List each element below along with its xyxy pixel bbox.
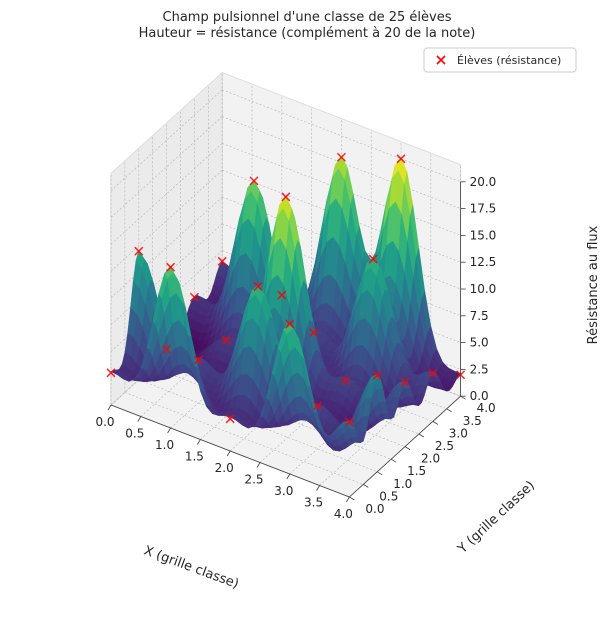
z-tick-label: 10.0	[470, 282, 497, 296]
x-tick-label: 4.0	[334, 507, 353, 521]
y-tick-mark	[405, 447, 410, 450]
y-tick-label: 2.0	[421, 452, 440, 466]
x-tick-mark	[197, 440, 200, 445]
y-tick-mark	[349, 497, 354, 500]
x-tick-label: 2.0	[215, 461, 234, 475]
x-tick-label: 3.5	[304, 496, 323, 510]
y-tick-label: 1.0	[393, 477, 412, 491]
z-tick-label: 7.5	[470, 309, 489, 323]
x-tick-mark	[317, 486, 320, 491]
x-tick-mark	[168, 428, 171, 433]
z-tick-label: 17.5	[470, 202, 497, 216]
y-tick-mark	[391, 459, 396, 462]
y-tick-mark	[377, 472, 382, 475]
x-tick-label: 1.5	[185, 450, 204, 464]
z-tick-label: 20.0	[470, 175, 497, 189]
y-tick-mark	[363, 484, 368, 487]
x-tick-label: 2.5	[244, 473, 263, 487]
y-tick-label: 2.5	[435, 439, 454, 453]
chart-title-line1: Champ pulsionnel d'une classe de 25 élèv…	[163, 10, 452, 25]
legend-label: Élèves (résistance)	[457, 54, 561, 67]
x-tick-label: 0.0	[95, 415, 114, 429]
x-tick-label: 1.0	[155, 438, 174, 452]
x-tick-label: 0.5	[125, 427, 144, 441]
y-tick-mark	[433, 421, 438, 424]
y-tick-label: 3.0	[449, 426, 468, 440]
x-tick-label: 3.0	[274, 484, 293, 498]
y-tick-mark	[419, 434, 424, 437]
z-tick-label: 12.5	[470, 255, 497, 269]
x-tick-mark	[257, 463, 260, 468]
y-tick-label: 0.0	[365, 502, 384, 516]
y-tick-label: 3.5	[463, 414, 482, 428]
legend: Élèves (résistance)	[424, 48, 576, 72]
z-tick-label: 5.0	[470, 336, 489, 350]
x-tick-mark	[346, 497, 349, 502]
x-tick-mark	[138, 417, 141, 422]
y-tick-mark	[447, 409, 452, 412]
x-tick-mark	[227, 451, 230, 456]
y-axis-label: Y (grille classe)	[455, 478, 538, 557]
z-axis-label: Résistance au flux	[586, 225, 600, 344]
z-tick-label: 2.5	[470, 362, 489, 376]
x-tick-mark	[287, 474, 290, 479]
y-tick-label: 4.0	[477, 401, 496, 415]
x-axis-label: X (grille classe)	[142, 543, 241, 592]
z-tick-label: 0.0	[470, 389, 489, 403]
x-tick-mark	[108, 405, 111, 410]
z-tick-label: 15.0	[470, 228, 497, 242]
y-tick-label: 0.5	[379, 489, 398, 503]
y-tick-label: 1.5	[407, 464, 426, 478]
chart-title-line2: Hauteur = résistance (complément à 20 de…	[139, 26, 476, 41]
y-tick-mark	[461, 396, 466, 399]
